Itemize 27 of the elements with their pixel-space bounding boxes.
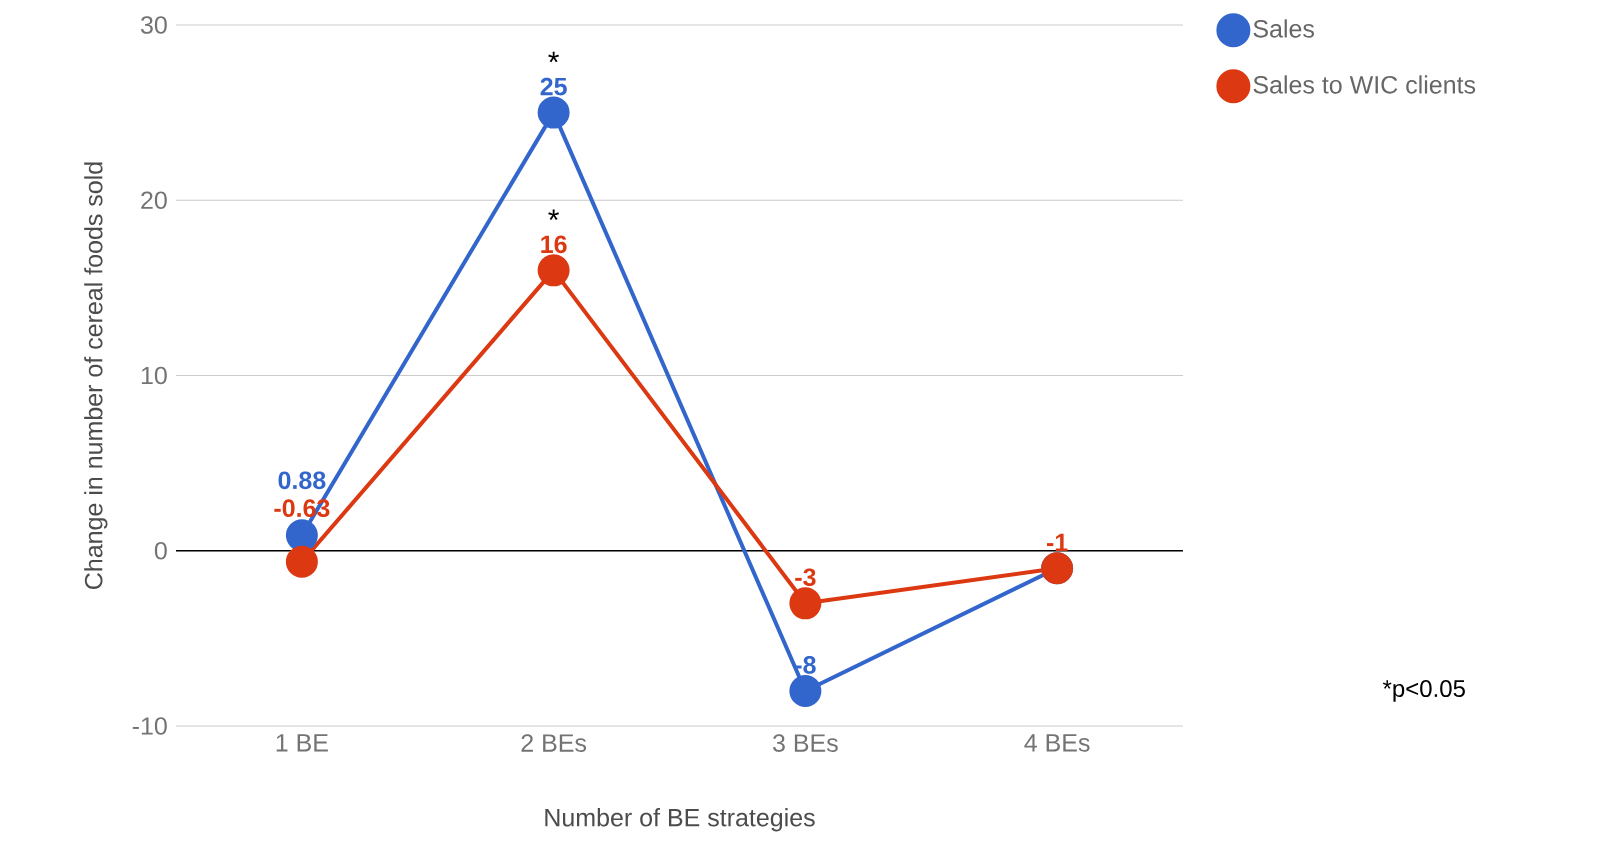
- x-tick-label: 4 BEs: [1024, 734, 1090, 752]
- annotation: *: [548, 209, 559, 221]
- point: [789, 674, 822, 707]
- y-tick-label: 20: [141, 191, 167, 210]
- y-tick-label: 30: [140, 16, 167, 34]
- legend-label: Sales to WIC clients: [1253, 75, 1476, 94]
- data-label: -3: [795, 568, 816, 587]
- data-label: 0.88: [278, 471, 326, 490]
- annotation: *: [548, 51, 559, 63]
- y-axis-title: Change in number of cereal foods sold: [84, 162, 108, 589]
- data-label: 16: [541, 235, 567, 254]
- x-tick-label: 1 BE: [276, 734, 328, 752]
- data-label: -8: [795, 656, 816, 674]
- point: [285, 545, 318, 578]
- data-label: 25: [540, 77, 567, 96]
- x-tick-label: 2 BEs: [521, 734, 587, 752]
- y-tick-label: -10: [132, 717, 167, 735]
- data-label: -1: [1046, 533, 1068, 552]
- legend-label: Sales: [1253, 19, 1314, 38]
- y-tick-label: 10: [141, 366, 167, 385]
- text: *p<0.05: [1382, 680, 1465, 702]
- point: [537, 254, 570, 287]
- x-tick-label: 3 BEs: [772, 734, 838, 752]
- x-axis-title: Number of BE strategies: [545, 808, 815, 832]
- point: [789, 587, 822, 620]
- point: [537, 96, 570, 129]
- y-tick-label: 0: [154, 541, 167, 560]
